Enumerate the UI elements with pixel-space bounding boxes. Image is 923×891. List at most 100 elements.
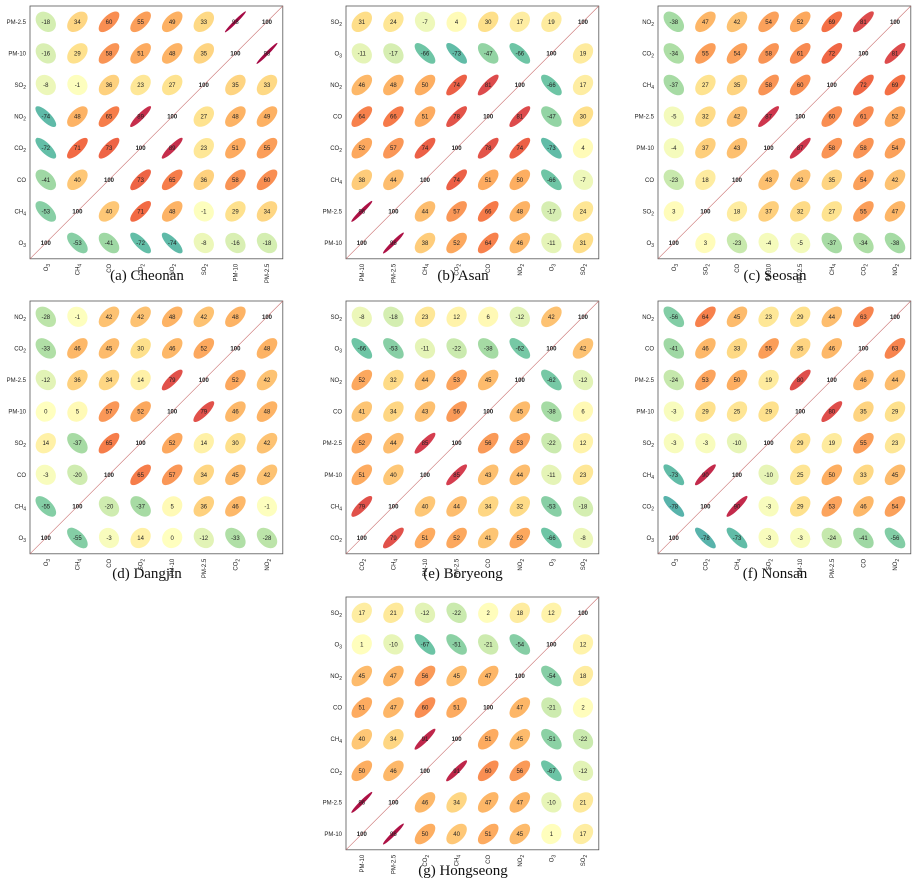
corr-ellipse [256,401,278,422]
corr-cell: 44 [383,169,404,191]
corr-value: 42 [580,346,587,352]
corr-ellipse [789,369,811,391]
corr-value: -38 [891,241,900,247]
diagonal-line [345,596,600,851]
corr-value: 41 [485,536,492,542]
row-label: SO2 [643,209,655,217]
corr-ellipse [446,369,467,391]
corr-value: 96 [358,209,365,215]
corr-cell: 90 [726,495,748,517]
corr-ellipse [821,43,843,64]
corr-ellipse [67,106,88,127]
corr-ellipse [853,527,874,549]
caption-dangjin: (d) Dangjin [112,566,182,582]
corr-ellipse [509,728,531,750]
corr-ellipse [67,401,88,422]
corr-cell: 40 [383,464,404,486]
corr-cell: 85 [446,464,468,486]
corr-ellipse [414,338,436,359]
corr-value: 100 [41,241,52,247]
corr-plot-asan: 31 24 -7 4 30 17 19 100 -11 -17 -66 -73 -47 -66 100 19 4… [323,5,600,283]
corr-cell: 78 [477,137,499,159]
corr-ellipse [67,169,88,191]
row-label: CH4 [331,178,343,186]
corr-cell: -38 [663,11,685,33]
corr-cell: -22 [572,729,594,750]
corr-ellipse [130,169,151,191]
corr-ellipse [98,369,120,391]
corr-cell: 66 [477,201,499,222]
corr-value: 24 [390,20,397,26]
corr-cell: 0 [162,527,183,549]
corr-ellipse [853,306,874,328]
corr-cell: 50 [414,74,436,96]
corr-cell: 74 [446,169,467,191]
corr-value: 48 [390,83,397,89]
corr-ellipse [414,634,436,655]
col-label: NO2 [893,559,901,571]
corr-ellipse [130,369,151,391]
corr-ellipse [225,169,246,191]
corr-cell: 56 [446,401,467,422]
corr-value: 42 [734,115,741,121]
corr-ellipse [351,791,373,813]
corr-cell: 6 [572,401,594,422]
corr-ellipse [790,232,811,254]
corr-cell: 40 [351,728,373,750]
corr-cell: -72 [35,137,57,159]
corr-cell: 17 [572,74,594,96]
col-label: PM-10 [360,263,366,281]
corr-cell: 40 [446,823,467,845]
corr-value: -74 [168,241,177,247]
corr-cell: 46 [695,338,716,359]
corr-cell: 34 [67,11,88,33]
plot-frame [345,596,600,851]
corr-ellipse [446,306,467,327]
corr-value: 61 [797,51,804,57]
corr-cell: -73 [541,137,562,159]
corr-plot-boryeong: -8 -18 23 12 6 -12 42 100 -66 -53 -11 -22 -38 -62 100 4… [323,300,600,578]
corr-value: 44 [453,504,460,510]
corr-value: 47 [892,209,899,215]
corr-ellipse [726,201,748,222]
corr-ellipse [758,496,779,517]
corr-cell: 27 [193,106,215,127]
corr-cell: 42 [256,369,278,391]
corr-ellipse [446,11,467,32]
row-label: SO2 [643,441,655,449]
col-label: CH4 [423,264,431,276]
col-label: CH4 [830,264,838,276]
corr-cell: -1 [193,201,214,222]
corr-ellipse [130,464,151,486]
corr-ellipse [509,401,531,422]
corr-cell: 100 [41,536,52,542]
corr-cell: 17 [572,823,594,845]
corr-cell: 46 [67,338,88,359]
corr-ellipse [414,823,436,845]
corr-value: 38 [358,178,365,184]
corr-value: 23 [137,83,144,89]
corr-value: 2 [581,706,585,712]
corr-cell: 50 [821,464,843,486]
corr-ellipse [884,169,906,191]
corr-cell: 100 [41,241,52,247]
corr-value: 60 [106,20,113,26]
corr-value: 29 [74,51,81,57]
corr-value: -37 [669,83,678,89]
corr-value: -62 [515,346,524,352]
corr-cell: -17 [383,43,404,64]
corr-ellipse [478,602,499,623]
corr-cell: 23 [130,74,151,96]
corr-ellipse [256,201,278,222]
corr-cell: 54 [884,137,906,159]
corr-cell: 48 [161,306,183,328]
col-label: NO2 [518,264,526,276]
corr-ellipse [67,137,88,159]
corr-ellipse [541,74,562,96]
row-label: CO2 [14,146,26,154]
row-label: O3 [19,241,27,249]
col-label: PM-2.5 [455,558,461,578]
corr-ellipse [477,665,499,687]
corr-cell: 65 [161,169,183,191]
corr-value: 100 [732,178,743,184]
